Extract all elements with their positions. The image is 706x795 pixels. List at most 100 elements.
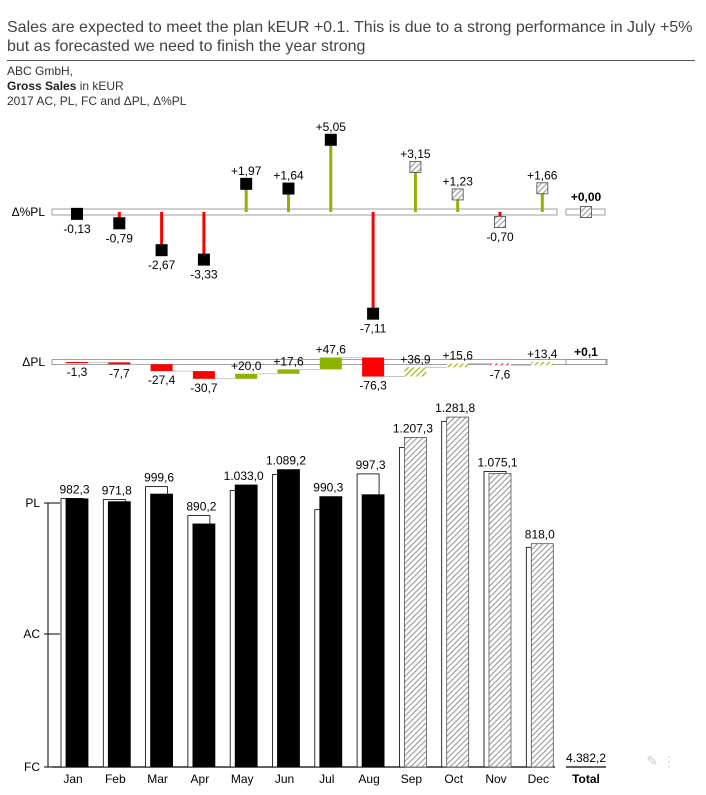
main-value-label: 1.089,2: [266, 454, 306, 468]
month-label: Mar: [147, 772, 168, 786]
pct-value-label: +1,64: [273, 169, 304, 183]
month-label: Aug: [358, 772, 379, 786]
abs-value-label: +20,0: [231, 359, 262, 373]
pct-value-label: +1,97: [231, 164, 262, 178]
abs-value-label: -7,7: [109, 366, 130, 380]
pct-value-label: -0,79: [106, 231, 134, 245]
abs-waterfall-bar: [108, 362, 131, 365]
pct-value-label: -3,33: [190, 268, 218, 282]
headline-rule: [7, 60, 695, 61]
main-value-label: 890,2: [186, 500, 216, 514]
scenario-line: 2017 AC, PL, FC and ΔPL, Δ%PL: [7, 94, 187, 108]
actual-bar: [107, 501, 131, 768]
pct-pin-head: [494, 216, 506, 229]
pct-axis: [51, 208, 558, 216]
actual-bar: [192, 523, 216, 768]
main-value-label: 971,8: [102, 484, 132, 498]
measure-bold: Gross Sales: [7, 79, 77, 93]
abs-value-label: -1,3: [67, 365, 88, 379]
pct-value-label: +5,05: [316, 120, 347, 134]
abs-waterfall-bar: [150, 364, 173, 372]
abs-total-label: +0,1: [574, 345, 598, 359]
pct-value-label: -0,70: [486, 230, 514, 244]
forecast-bar: [446, 416, 470, 768]
main-value-label: 997,3: [356, 458, 386, 472]
actual-bar: [65, 498, 89, 768]
abs-value-label: +47,6: [316, 342, 347, 356]
month-label: Dec: [528, 772, 549, 786]
headline: Sales are expected to meet the plan kEUR…: [7, 19, 693, 55]
main-value-label: 999,6: [144, 471, 174, 485]
abs-value-label: -27,4: [148, 373, 176, 387]
actual-bar: [319, 496, 343, 768]
row-axis-label-ac: AC: [23, 627, 40, 641]
pct-pin-head: [409, 160, 422, 173]
abs-waterfall-bar: [489, 363, 511, 366]
main-value-label: 1.281,8: [435, 401, 475, 415]
pct-pin-head: [367, 307, 380, 320]
abs-waterfall-bar: [531, 361, 554, 366]
month-label: Jun: [275, 772, 294, 786]
actual-bar: [234, 484, 258, 768]
pct-pin-head: [451, 188, 464, 201]
main-value-label: 982,3: [59, 482, 89, 496]
pct-value-label: -2,67: [148, 258, 176, 272]
pct-pin-head: [536, 182, 549, 195]
main-value-label: 1.207,3: [393, 421, 433, 435]
pct-row-label: Δ%PL: [12, 205, 46, 219]
month-label: Oct: [444, 772, 463, 786]
pct-value-label: +1,66: [527, 168, 558, 182]
abs-waterfall-bar: [362, 357, 385, 377]
abs-waterfall-bar: [192, 371, 215, 379]
month-label: Sep: [401, 772, 423, 786]
total-value-label: 4.382,2: [566, 751, 606, 765]
forecast-bar: [530, 543, 554, 768]
main-value-label: 1.033,0: [224, 469, 264, 483]
abs-row-label: ΔPL: [22, 355, 45, 369]
chart-meta: ABC GmbH, Gross Sales in kEUR 2017 AC, P…: [7, 64, 186, 109]
abs-value-label: -76,3: [359, 379, 387, 393]
abs-waterfall-bar: [66, 362, 88, 364]
abs-waterfall-bar: [277, 369, 300, 374]
abs-value-label: -7,6: [490, 367, 511, 381]
forecast-bar: [403, 437, 427, 768]
row-axis-label-pl: PL: [25, 496, 40, 510]
month-label: May: [231, 772, 254, 786]
pct-value-label: +3,15: [400, 147, 431, 161]
pct-pin-head: [197, 253, 210, 266]
abs-value-label: -30,7: [190, 381, 218, 395]
actual-bar: [277, 469, 300, 768]
pct-pin-head: [155, 244, 168, 257]
month-label: Jan: [63, 772, 82, 786]
abs-value-label: +13,4: [527, 347, 558, 361]
pct-pin-head: [324, 133, 337, 146]
main-value-label: 990,3: [313, 481, 343, 495]
abs-value-label: +15,6: [443, 348, 474, 362]
more-options-icon[interactable]: ⋮: [662, 753, 676, 769]
abs-waterfall-bar: [319, 357, 342, 370]
abs-total-bar: [565, 359, 607, 365]
abs-waterfall-bar: [235, 373, 258, 379]
pct-value-label: +1,23: [443, 174, 474, 188]
pct-pin-head: [113, 217, 126, 230]
measure-unit: in kEUR: [76, 79, 124, 93]
actual-bar: [361, 494, 385, 768]
abs-waterfall-bar: [404, 367, 427, 377]
main-value-label: 818,0: [525, 528, 555, 542]
total-category-label: Total: [572, 772, 600, 786]
pct-total-pin-head: [580, 206, 592, 218]
pct-pin-head: [240, 177, 253, 190]
abs-value-label: +17,6: [273, 354, 304, 368]
abs-waterfall-bar: [446, 363, 469, 368]
abs-value-label: +36,9: [400, 352, 431, 366]
pct-pin-head: [71, 207, 83, 220]
measure-line: Gross Sales in kEUR: [7, 79, 186, 94]
actual-bar: [150, 493, 174, 768]
pct-pin-head: [282, 182, 295, 195]
row-axis-label-fc: FC: [24, 760, 40, 774]
edit-icon[interactable]: ✎: [646, 753, 659, 769]
main-value-label: 1.075,1: [477, 455, 517, 469]
company-name: ABC GmbH,: [7, 64, 74, 78]
pct-value-label: -7,11: [360, 322, 387, 336]
